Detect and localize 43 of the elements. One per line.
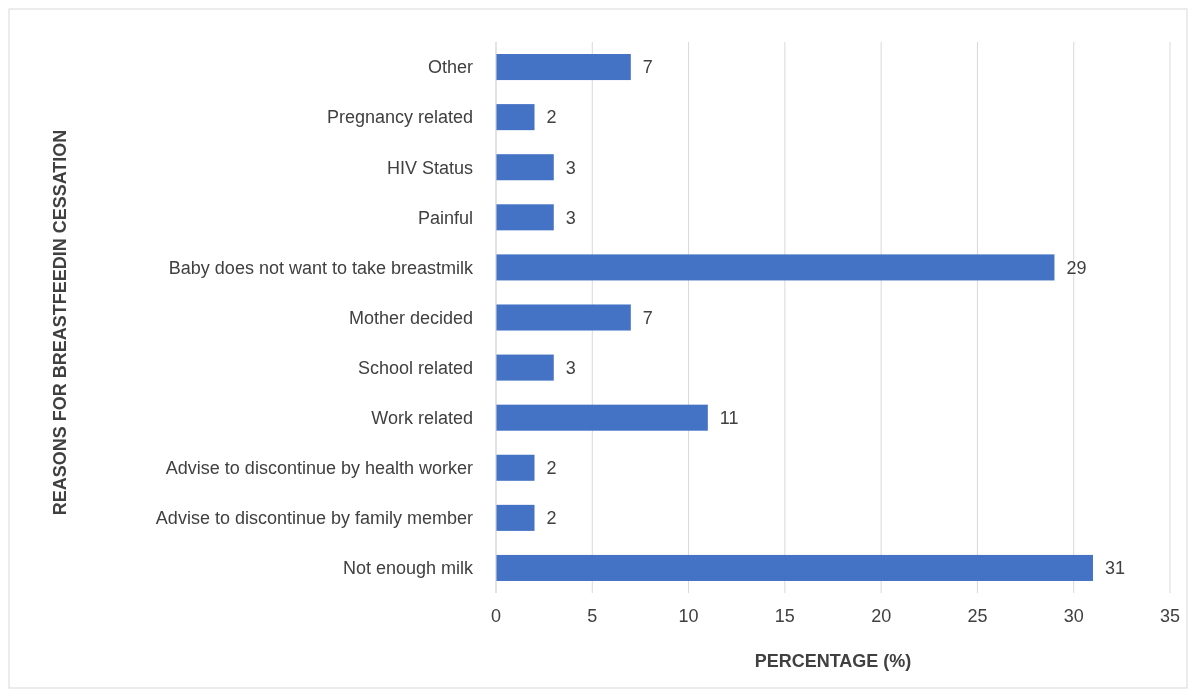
x-tick-label: 20 [871,606,892,626]
x-tick-label: 5 [587,606,598,626]
y-tick-label: School related [357,357,473,378]
data-label: 2 [546,458,557,479]
y-tick-label: Not enough milk [342,558,474,579]
bar [496,254,1055,281]
x-tick-label: 0 [490,606,502,626]
bar [496,104,535,131]
y-tick-label: Advise to discontinue by health worker [165,458,473,479]
data-label: 3 [565,157,576,178]
data-label: 3 [565,207,576,228]
data-label: 3 [565,357,576,378]
bar [496,154,554,181]
y-tick-label: HIV Status [386,157,473,178]
data-label: 7 [642,307,653,328]
data-label: 29 [1066,257,1087,278]
x-tick-label: 10 [678,606,699,626]
x-tick-label: 35 [1159,606,1181,626]
data-label: 2 [546,107,557,128]
bar [496,554,1093,581]
y-tick-label: Painful [417,207,473,228]
bar [496,204,554,231]
y-tick-label: Pregnancy related [326,107,473,128]
data-label: 2 [546,508,557,529]
bar [496,454,535,481]
data-label: 31 [1104,558,1125,579]
x-tick-label: 30 [1063,606,1084,626]
y-tick-label: Work related [371,407,473,428]
bar [496,54,631,81]
x-tick-label: 15 [774,606,795,626]
data-label: 7 [642,57,653,78]
y-tick-label: Advise to discontinue by family member [155,508,473,529]
x-axis-title: PERCENTAGE (%) [754,651,912,671]
y-tick-label: Baby does not want to take breastmilk [168,257,474,278]
bar [496,354,554,381]
y-tick-label: Mother decided [348,307,473,328]
bar [496,404,708,431]
x-tick-label: 25 [967,606,988,626]
bar [496,304,631,331]
y-axis-title: REASONS FOR BREASTFEEDIN CESSATION [50,129,70,516]
y-tick-label: Other [427,57,473,78]
data-label: 11 [719,407,739,428]
bar [496,504,535,531]
